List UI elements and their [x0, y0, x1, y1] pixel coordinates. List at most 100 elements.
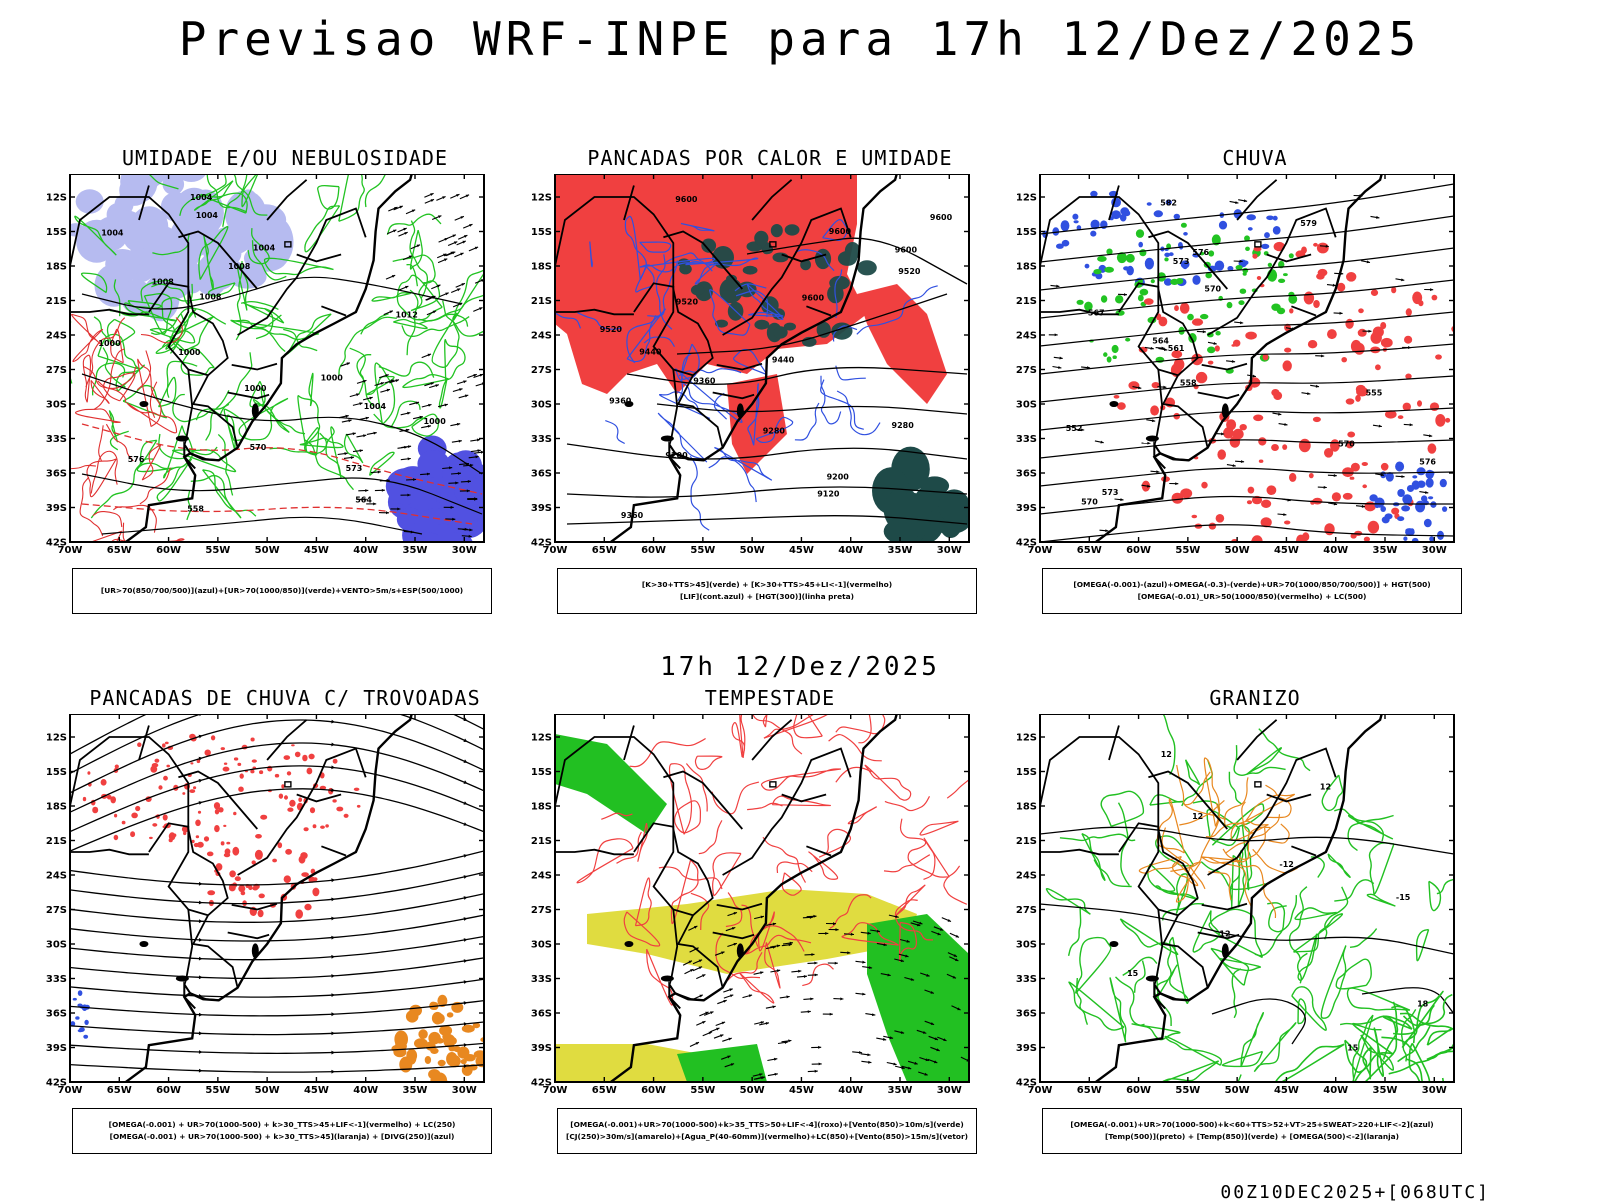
lat-tick-label: 33S — [1016, 974, 1037, 985]
lon-tick-label: 55W — [1175, 1085, 1200, 1096]
caption-line: [K>30+TTS>45](verde) + [K>30+TTS>45+LI<-… — [642, 579, 892, 591]
lat-tick-label: 18S — [46, 802, 67, 813]
contour-label: 12 — [1219, 930, 1230, 939]
panel-legend-caption: [K>30+TTS>45](verde) + [K>30+TTS>45+LI<-… — [557, 568, 977, 614]
lagoa-dos-patos — [737, 944, 743, 958]
lon-tick-label: 30W — [1422, 1085, 1447, 1096]
lat-tick-label: 18S — [46, 262, 67, 273]
lon-tick-label: 40W — [1323, 545, 1348, 556]
pacific-coastline — [42, 783, 67, 1082]
caption-line: [OMEGA(-0.001) + UR>70(1000-500) + k>30_… — [109, 1119, 456, 1131]
lon-tick-label: 70W — [543, 1085, 568, 1096]
lon-tick-label: 65W — [1077, 545, 1102, 556]
caption-line: [OMEGA(-0.001)+UR>70(1000-500)+k>35_TTS>… — [570, 1119, 964, 1131]
border-line — [321, 846, 346, 855]
lat-tick-label: 27S — [531, 905, 552, 916]
lat-tick-label: 30S — [531, 400, 552, 411]
contour-label: 570 — [1204, 285, 1221, 294]
contour-label: 1004 — [101, 228, 124, 237]
caption-line: [CJ(250)>30m/s](amarelo)+[Agua_P(40-60mm… — [566, 1131, 968, 1143]
contour-label: 1000 — [98, 339, 121, 348]
lat-tick-label: 24S — [1016, 331, 1037, 342]
border-line — [634, 823, 693, 915]
map-field-layer — [527, 714, 973, 1094]
convective-red-field — [555, 174, 947, 474]
border-line — [1198, 393, 1239, 399]
lake-marker — [176, 436, 188, 441]
lon-tick-label: 30W — [937, 545, 962, 556]
border-line — [1154, 910, 1162, 986]
contour-label: 9520 — [898, 267, 921, 276]
border-line — [232, 364, 277, 370]
lat-tick-label: 21S — [46, 836, 67, 847]
lat-tick-label: 24S — [46, 331, 67, 342]
border-line — [1202, 904, 1247, 910]
caption-line: [OMEGA(-0.001)-(azul)+OMEGA(-0.3)-(verde… — [1073, 579, 1430, 591]
border-line — [178, 772, 257, 830]
contour-label: 9440 — [639, 347, 662, 356]
lat-tick-label: 21S — [46, 296, 67, 307]
lat-tick-label: 39S — [1016, 503, 1037, 514]
map-field-layer — [42, 714, 488, 1094]
lake-marker — [661, 436, 673, 441]
pacific-coastline — [42, 243, 67, 542]
lon-tick-label: 45W — [789, 1085, 814, 1096]
contour-label: 573 — [1102, 488, 1119, 497]
contour-label: 9440 — [772, 356, 795, 365]
border-line — [624, 726, 634, 761]
panel-legend-caption: [OMEGA(-0.001) + UR>70(1000-500) + k>30_… — [72, 1108, 492, 1154]
lat-tick-label: 33S — [46, 974, 67, 985]
caption-line: [UR>70(850/700/500)](azul)+[UR>70(1000/8… — [101, 585, 463, 597]
border-line — [1040, 850, 1119, 855]
border-line — [1119, 283, 1178, 375]
storm-red-field — [64, 734, 360, 857]
contour-label: 9280 — [763, 426, 786, 435]
weather-map: 1004100410041004100810081008101210001000… — [42, 174, 488, 566]
border-line — [1148, 772, 1227, 830]
contour-label: 1008 — [152, 277, 175, 286]
contour-label: 9520 — [600, 325, 623, 334]
lake-marker — [1146, 976, 1158, 981]
lon-tick-label: 35W — [403, 1085, 428, 1096]
lat-tick-label: 36S — [46, 469, 67, 480]
caption-line: [OMEGA(-0.01)_UR>50(1000/850)(vermelho) … — [1138, 591, 1367, 603]
lat-tick-label: 12S — [46, 733, 67, 744]
contour-label: 9280 — [892, 421, 915, 430]
lake-marker — [1146, 436, 1158, 441]
contour-label: 12 — [1192, 812, 1203, 821]
border-line — [139, 726, 149, 761]
panel-legend-caption: [OMEGA(-0.001)+UR>70(1000-500)+k>35_TTS>… — [557, 1108, 977, 1154]
lat-tick-label: 15S — [531, 767, 552, 778]
lon-tick-label: 50W — [1225, 545, 1250, 556]
contour-label: 9200 — [827, 473, 850, 482]
panel-title: GRANIZO — [1040, 686, 1470, 710]
lat-tick-label: 36S — [46, 1009, 67, 1020]
lat-tick-label: 24S — [531, 871, 552, 882]
panel-title: PANCADAS DE CHUVA C/ TROVOADAS — [70, 686, 500, 710]
lon-tick-label: 35W — [403, 545, 428, 556]
contour-label: -15 — [1396, 893, 1411, 902]
contour-label: 9360 — [621, 511, 644, 520]
lake-marker — [1110, 942, 1118, 947]
lat-tick-label: 24S — [1016, 871, 1037, 882]
contour-label: 1000 — [244, 384, 267, 393]
lon-tick-label: 50W — [740, 545, 765, 556]
lon-tick-label: 60W — [156, 545, 181, 556]
lon-tick-label: 30W — [1422, 545, 1447, 556]
contour-label: 576 — [128, 455, 145, 464]
lon-tick-label: 70W — [1028, 1085, 1053, 1096]
lat-tick-label: 15S — [46, 227, 67, 238]
contour-label: 9120 — [817, 490, 840, 499]
border-line — [782, 795, 826, 802]
lon-tick-label: 55W — [1175, 545, 1200, 556]
panel-title: PANCADAS POR CALOR E UMIDADE — [555, 146, 985, 170]
lat-tick-label: 39S — [531, 1043, 552, 1054]
lon-tick-label: 60W — [156, 1085, 181, 1096]
contour-label: 582 — [1160, 198, 1177, 207]
border-line — [267, 180, 307, 220]
contour-label: 9600 — [675, 195, 698, 204]
panel-legend-caption: [OMEGA(-0.001)-(azul)+OMEGA(-0.3)-(verde… — [1042, 568, 1462, 614]
lat-tick-label: 12S — [531, 733, 552, 744]
